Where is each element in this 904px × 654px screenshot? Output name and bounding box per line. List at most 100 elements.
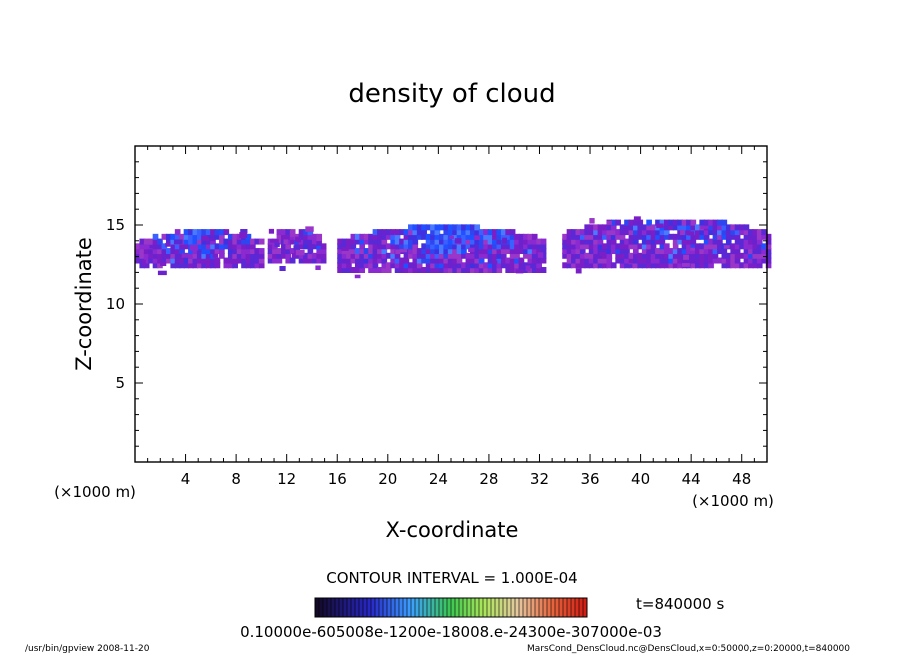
cloud-cell bbox=[303, 233, 309, 240]
cloud-cell bbox=[179, 233, 185, 240]
cloud-cell bbox=[421, 267, 427, 273]
cloud-cell bbox=[412, 224, 419, 231]
cloud-cell bbox=[487, 233, 494, 240]
cloud-cell bbox=[540, 267, 547, 273]
cloud-cell bbox=[531, 267, 538, 273]
cloud-cell bbox=[734, 238, 741, 245]
cloud-cell bbox=[399, 262, 405, 269]
cloud-cell bbox=[363, 252, 370, 259]
cloud-cell bbox=[672, 252, 679, 259]
cloud-fragment bbox=[606, 220, 612, 225]
cloud-fragment bbox=[537, 252, 544, 258]
cloud-cell bbox=[425, 248, 432, 255]
cloud-cell bbox=[223, 229, 230, 236]
cloud-cell bbox=[584, 243, 591, 250]
cloud-cell bbox=[157, 238, 163, 245]
cloud-cell bbox=[663, 219, 670, 226]
cloud-fragment bbox=[454, 238, 462, 244]
cloud-cell bbox=[756, 233, 763, 240]
cloud-cell bbox=[668, 252, 675, 259]
cloud-cell bbox=[412, 252, 419, 259]
cloud-cell bbox=[579, 229, 586, 236]
cloud-cell bbox=[637, 262, 644, 269]
cloud-cell bbox=[730, 248, 736, 255]
cloud-cell bbox=[487, 262, 494, 269]
cloud-cell bbox=[725, 224, 732, 231]
cloud-cell bbox=[170, 248, 177, 255]
cloud-fragment bbox=[201, 235, 209, 241]
cloud-cell bbox=[663, 224, 670, 231]
cloud-cell bbox=[487, 248, 494, 255]
cloud-fragment bbox=[492, 260, 498, 264]
cloud-cell bbox=[359, 267, 366, 273]
cloud-cell bbox=[227, 243, 234, 250]
cloud-cell bbox=[505, 257, 512, 264]
cloud-cell bbox=[487, 229, 494, 236]
cloud-fragment bbox=[502, 237, 507, 244]
cloud-cell bbox=[575, 252, 582, 259]
cloud-cell bbox=[496, 267, 503, 273]
cloud-cell bbox=[443, 243, 450, 250]
cloud-cell bbox=[593, 243, 599, 250]
cloud-fragment bbox=[700, 225, 709, 229]
cloud-cell bbox=[170, 238, 177, 245]
cloud-cell bbox=[628, 233, 635, 240]
colorbar-swatch bbox=[415, 598, 420, 617]
cloud-cell bbox=[232, 233, 238, 240]
colorbar-swatch bbox=[331, 598, 336, 617]
cloud-cell bbox=[725, 262, 732, 269]
cloud-cell bbox=[430, 262, 436, 269]
cloud-cell bbox=[214, 229, 221, 236]
cloud-cell bbox=[492, 238, 498, 245]
cloud-cell bbox=[456, 257, 463, 264]
cloud-cell bbox=[734, 248, 741, 255]
x-tick-label: 28 bbox=[479, 470, 498, 488]
cloud-cell bbox=[694, 243, 701, 250]
cloud-cell bbox=[368, 252, 374, 259]
cloud-cell bbox=[350, 243, 357, 250]
cloud-cell bbox=[152, 238, 159, 245]
cloud-cell bbox=[350, 267, 357, 273]
cloud-cell bbox=[381, 257, 388, 264]
cloud-fragment bbox=[290, 231, 295, 237]
cloud-fragment bbox=[307, 244, 315, 248]
cloud-cell bbox=[421, 233, 427, 240]
colorbar-swatch bbox=[431, 598, 436, 617]
colorbar-swatch bbox=[503, 598, 508, 617]
cloud-cell bbox=[223, 243, 230, 250]
cloud-cell bbox=[677, 252, 683, 259]
cloud-cell bbox=[575, 229, 582, 236]
cloud-cell bbox=[227, 233, 234, 240]
cloud-fragment bbox=[181, 253, 189, 258]
cloud-cell bbox=[210, 233, 216, 240]
cloud-cell bbox=[196, 252, 203, 259]
cloud-cell bbox=[461, 252, 467, 259]
cloud-cell bbox=[174, 229, 181, 236]
cloud-cell bbox=[307, 248, 314, 255]
cloud-cell bbox=[505, 238, 512, 245]
cloud-cell bbox=[624, 248, 630, 255]
cloud-cell bbox=[359, 262, 366, 269]
cloud-cell bbox=[703, 248, 710, 255]
cloud-cell bbox=[677, 248, 683, 255]
cloud-cell bbox=[681, 219, 688, 226]
cloud-cell bbox=[456, 233, 463, 240]
cloud-cell bbox=[399, 229, 405, 236]
cloud-cell bbox=[492, 233, 498, 240]
cloud-cell bbox=[619, 229, 626, 236]
cloud-cell bbox=[165, 252, 172, 259]
cloud-cell bbox=[394, 233, 401, 240]
cloud-cell bbox=[408, 229, 414, 236]
cloud-cell bbox=[566, 229, 573, 236]
cloud-cell bbox=[456, 229, 463, 236]
cloud-cell bbox=[381, 229, 388, 236]
y-axis: 5 10 15 bbox=[106, 161, 767, 447]
cloud-cell bbox=[245, 248, 252, 255]
cloud-cell bbox=[633, 252, 639, 259]
cloud-cell bbox=[514, 257, 520, 264]
colorbar-swatch bbox=[351, 598, 356, 617]
cloud-cell bbox=[708, 238, 714, 245]
colorbar-swatch bbox=[323, 598, 328, 617]
cloud-cell bbox=[350, 248, 357, 255]
cloud-cell bbox=[267, 252, 274, 259]
